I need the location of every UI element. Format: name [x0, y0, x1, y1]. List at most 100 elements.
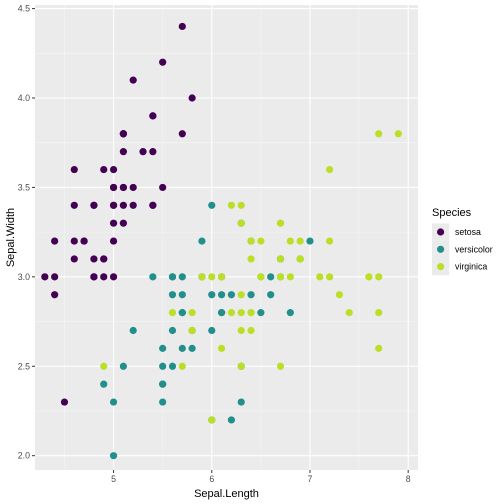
point-setosa: [178, 130, 186, 138]
y-tick-label: 4.5: [18, 4, 30, 14]
point-setosa: [139, 148, 147, 156]
point-versicolor: [100, 380, 108, 388]
point-setosa: [109, 183, 118, 192]
x-tick-label: 8: [406, 474, 411, 484]
x-tick-label: 7: [308, 474, 313, 484]
point-setosa: [119, 219, 127, 227]
point-versicolor: [159, 398, 167, 406]
point-virginica: [345, 309, 353, 317]
point-virginica: [276, 255, 285, 263]
y-tick-label: 3.0: [18, 272, 30, 282]
point-virginica: [188, 326, 196, 335]
y-tick-label: 4.0: [18, 93, 30, 103]
y-axis-title: Sepal.Width: [5, 208, 17, 267]
point-virginica: [208, 416, 216, 424]
point-virginica: [375, 309, 383, 317]
point-versicolor: [178, 291, 186, 299]
point-virginica: [326, 165, 334, 174]
point-versicolor: [119, 362, 127, 370]
point-versicolor: [168, 362, 177, 370]
point-virginica: [326, 237, 334, 245]
point-virginica: [394, 130, 402, 138]
point-versicolor: [208, 326, 216, 335]
point-setosa: [100, 255, 108, 263]
point-versicolor: [306, 237, 314, 245]
point-setosa: [159, 183, 167, 192]
y-tick-label: 3.5: [18, 182, 30, 192]
point-virginica: [286, 273, 294, 281]
point-setosa: [109, 165, 118, 174]
legend-key-setosa: [437, 228, 445, 236]
point-setosa: [90, 255, 98, 263]
point-versicolor: [267, 291, 275, 299]
point-virginica: [257, 237, 265, 245]
point-virginica: [227, 201, 236, 209]
point-versicolor: [178, 273, 186, 281]
point-versicolor: [188, 344, 196, 352]
point-versicolor: [168, 291, 177, 299]
point-setosa: [51, 237, 59, 245]
y-tick-label: 2.5: [18, 361, 30, 371]
point-versicolor: [267, 273, 275, 281]
point-virginica: [276, 362, 285, 370]
point-setosa: [188, 94, 196, 102]
point-versicolor: [178, 344, 186, 352]
point-versicolor: [208, 291, 216, 299]
point-virginica: [237, 219, 245, 227]
point-virginica: [375, 344, 383, 352]
legend-label-versicolor: versicolor: [455, 244, 493, 254]
point-versicolor: [129, 326, 137, 335]
point-setosa: [70, 237, 78, 245]
point-setosa: [80, 237, 88, 245]
point-virginica: [237, 309, 245, 317]
legend: Species setosa versicolor virginica: [432, 207, 493, 276]
point-virginica: [247, 326, 255, 335]
point-setosa: [178, 22, 186, 31]
point-setosa: [90, 201, 98, 209]
point-virginica: [276, 219, 285, 227]
point-setosa: [119, 183, 127, 192]
point-versicolor: [159, 362, 167, 370]
point-setosa: [70, 255, 78, 263]
point-virginica: [188, 309, 196, 317]
point-virginica: [375, 273, 383, 281]
point-setosa: [90, 273, 98, 281]
point-setosa: [119, 148, 127, 156]
plot-panel: [35, 5, 418, 470]
point-versicolor: [159, 380, 167, 388]
point-virginica: [178, 362, 186, 370]
point-virginica: [286, 237, 294, 245]
point-setosa: [70, 165, 78, 174]
point-versicolor: [227, 416, 236, 424]
point-virginica: [227, 309, 236, 317]
point-versicolor: [286, 309, 294, 317]
point-virginica: [168, 309, 177, 317]
point-setosa: [149, 201, 157, 209]
point-virginica: [326, 273, 334, 281]
point-setosa: [129, 76, 137, 84]
legend-keys: setosa versicolor virginica: [432, 223, 493, 276]
point-virginica: [247, 255, 255, 263]
point-virginica: [237, 201, 245, 209]
point-setosa: [100, 165, 108, 174]
point-virginica: [217, 273, 226, 281]
point-setosa: [109, 273, 118, 281]
point-setosa: [51, 291, 59, 299]
legend-key-virginica: [437, 263, 445, 271]
point-versicolor: [237, 398, 245, 406]
x-axis: 5 6 7 8: [111, 470, 411, 484]
point-virginica: [198, 273, 206, 281]
point-virginica: [237, 326, 245, 335]
point-setosa: [119, 201, 127, 209]
point-versicolor: [159, 344, 167, 352]
point-virginica: [247, 237, 255, 245]
point-virginica: [257, 273, 265, 281]
point-versicolor: [247, 291, 255, 299]
data-points: [41, 22, 402, 460]
x-tick-label: 6: [209, 474, 214, 484]
point-versicolor: [149, 273, 157, 281]
point-virginica: [208, 273, 216, 281]
point-virginica: [335, 291, 344, 299]
point-setosa: [109, 237, 118, 245]
point-setosa: [159, 58, 167, 66]
